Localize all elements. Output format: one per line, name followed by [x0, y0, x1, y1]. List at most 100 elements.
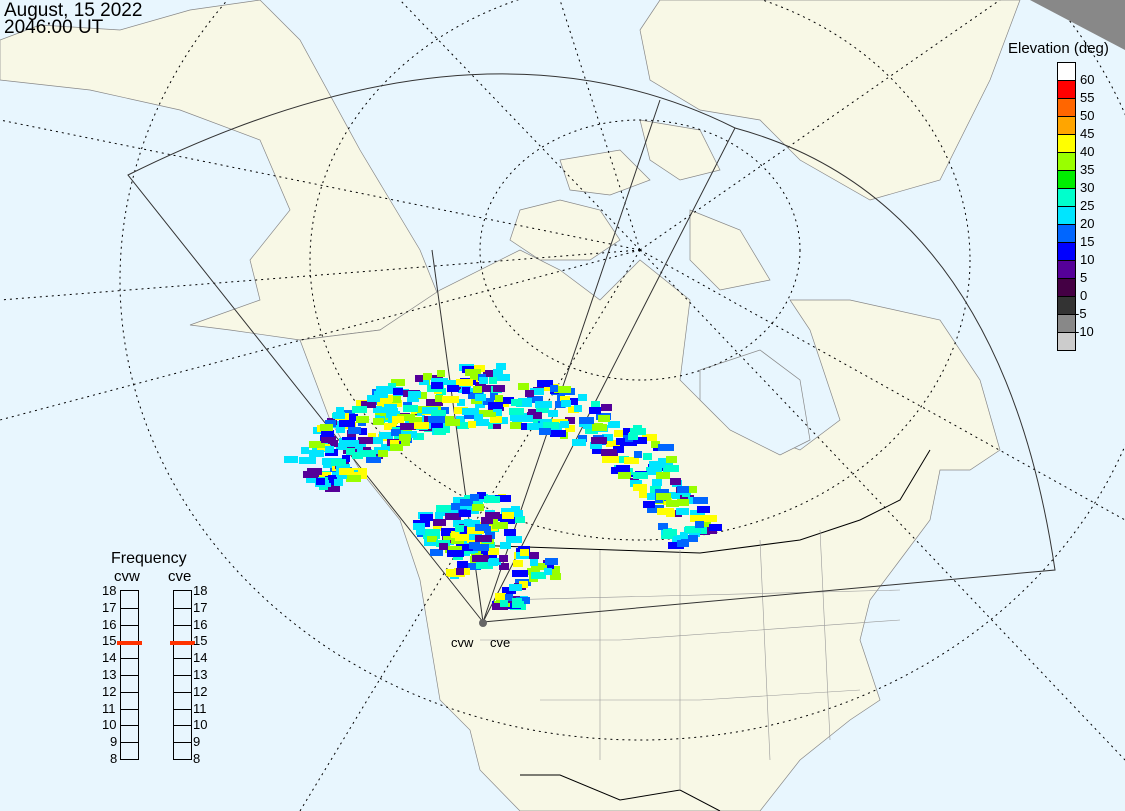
scatter-cell — [446, 569, 454, 576]
scatter-cell — [521, 423, 532, 430]
greenland-land — [639, 0, 1021, 201]
station-label-cvw: cvw — [451, 635, 474, 650]
scatter-cell — [447, 550, 464, 557]
scatter-cell — [309, 441, 325, 448]
scatter-cell — [350, 468, 367, 475]
scatter-cell — [520, 549, 529, 556]
legend-tick: 50 — [1080, 108, 1095, 123]
scatter-cell — [431, 378, 448, 385]
scatter-cell — [506, 536, 522, 543]
scatter-cell — [391, 429, 401, 436]
radar-name-cve: cve — [168, 568, 192, 585]
legend-swatch — [1058, 278, 1075, 296]
frequency-tick: 17 — [102, 599, 117, 615]
scatter-cell — [484, 496, 500, 503]
scatter-cell — [551, 419, 568, 426]
legend-swatch — [1058, 152, 1075, 170]
scatter-cell — [527, 568, 540, 575]
scatter-cell — [361, 401, 376, 408]
station-label-cve: cve — [490, 635, 511, 650]
scatter-cell — [680, 532, 688, 539]
scatter-cell — [462, 387, 470, 394]
scatter-cell — [414, 422, 429, 429]
scatter-cell — [666, 500, 679, 507]
scatter-cell — [531, 572, 546, 579]
scatter-cell — [620, 439, 637, 446]
scatter-cell — [616, 438, 625, 445]
scatter-cell — [409, 417, 425, 424]
legend-tick: -10 — [1075, 324, 1094, 339]
scatter-cell — [502, 512, 514, 519]
scatter-cell — [551, 566, 560, 573]
scatter-cell — [323, 461, 338, 468]
scatter-cell — [367, 395, 376, 402]
scatter-cell — [550, 385, 558, 392]
legend-swatch — [1058, 314, 1075, 332]
legend-swatch — [1058, 206, 1075, 224]
scatter-cell — [431, 410, 446, 417]
legend-tick: 30 — [1080, 180, 1095, 195]
scatter-cell — [560, 421, 569, 428]
scatter-cell — [639, 491, 647, 498]
scatter-cell — [554, 386, 571, 393]
scatter-cell — [384, 404, 397, 411]
scatter-cell — [422, 407, 438, 414]
scatter-cell — [428, 416, 445, 423]
scatter-cell — [456, 568, 464, 575]
scatter-cell — [572, 439, 586, 446]
scatter-cell — [461, 538, 470, 545]
scatter-cell — [539, 428, 551, 435]
scatter-cell — [336, 464, 350, 471]
scatter-cell — [445, 419, 460, 426]
scatter-cell — [536, 406, 549, 413]
borders — [469, 449, 931, 811]
legend-tick: 0 — [1080, 288, 1088, 303]
scatter-cell — [445, 546, 462, 553]
scatter-cell — [608, 421, 620, 428]
scatter-cell — [392, 439, 409, 446]
scatter-cell — [658, 458, 673, 465]
scatter-cell — [495, 495, 511, 502]
scatter-cell — [426, 399, 443, 406]
scatter-cell — [477, 492, 486, 499]
scatter-cell — [352, 406, 367, 413]
frequency-tick: 9 — [110, 734, 118, 750]
frequency-marker — [117, 641, 142, 646]
scatter-cell — [647, 468, 661, 475]
scatter-cell — [346, 448, 355, 455]
scatter-cell — [455, 525, 464, 532]
scatter-cell — [633, 472, 648, 479]
scatter-cell — [677, 486, 689, 493]
scatter-cell — [415, 375, 423, 382]
scatter-cell — [368, 433, 376, 440]
legend-swatch — [1058, 80, 1075, 98]
scatter-cell — [373, 406, 388, 413]
scatter-cell — [535, 401, 552, 408]
legend-title: Elevation (deg) — [1008, 40, 1109, 57]
legend-swatch — [1058, 296, 1075, 314]
scatter-cell — [457, 422, 469, 429]
scatter-cell — [656, 493, 671, 500]
scatter-cell — [657, 508, 674, 515]
scatter-cell — [555, 401, 565, 408]
frequency-bar-cve — [170, 590, 195, 760]
scatter-cell — [328, 475, 337, 482]
scatter-cell — [475, 401, 485, 408]
scatter-cell — [399, 434, 411, 441]
legend-tick: 5 — [1080, 270, 1088, 285]
scatter-cell — [628, 433, 638, 440]
scatter-cell — [517, 415, 533, 422]
scatter-cell — [512, 570, 528, 577]
scatter-cell — [666, 510, 675, 517]
legend-tick: 55 — [1080, 90, 1095, 105]
scatter-cell — [470, 373, 481, 380]
scatter-cell — [455, 534, 469, 541]
scatter-cell — [579, 417, 594, 424]
scatter-cell — [616, 465, 630, 472]
scatter-cell — [602, 456, 619, 463]
scatter-cell — [703, 520, 711, 527]
scatter-cell — [548, 410, 558, 417]
scatter-cell — [518, 383, 529, 390]
scatter-cell — [473, 386, 482, 393]
frequency-tick: 15 — [193, 633, 208, 649]
